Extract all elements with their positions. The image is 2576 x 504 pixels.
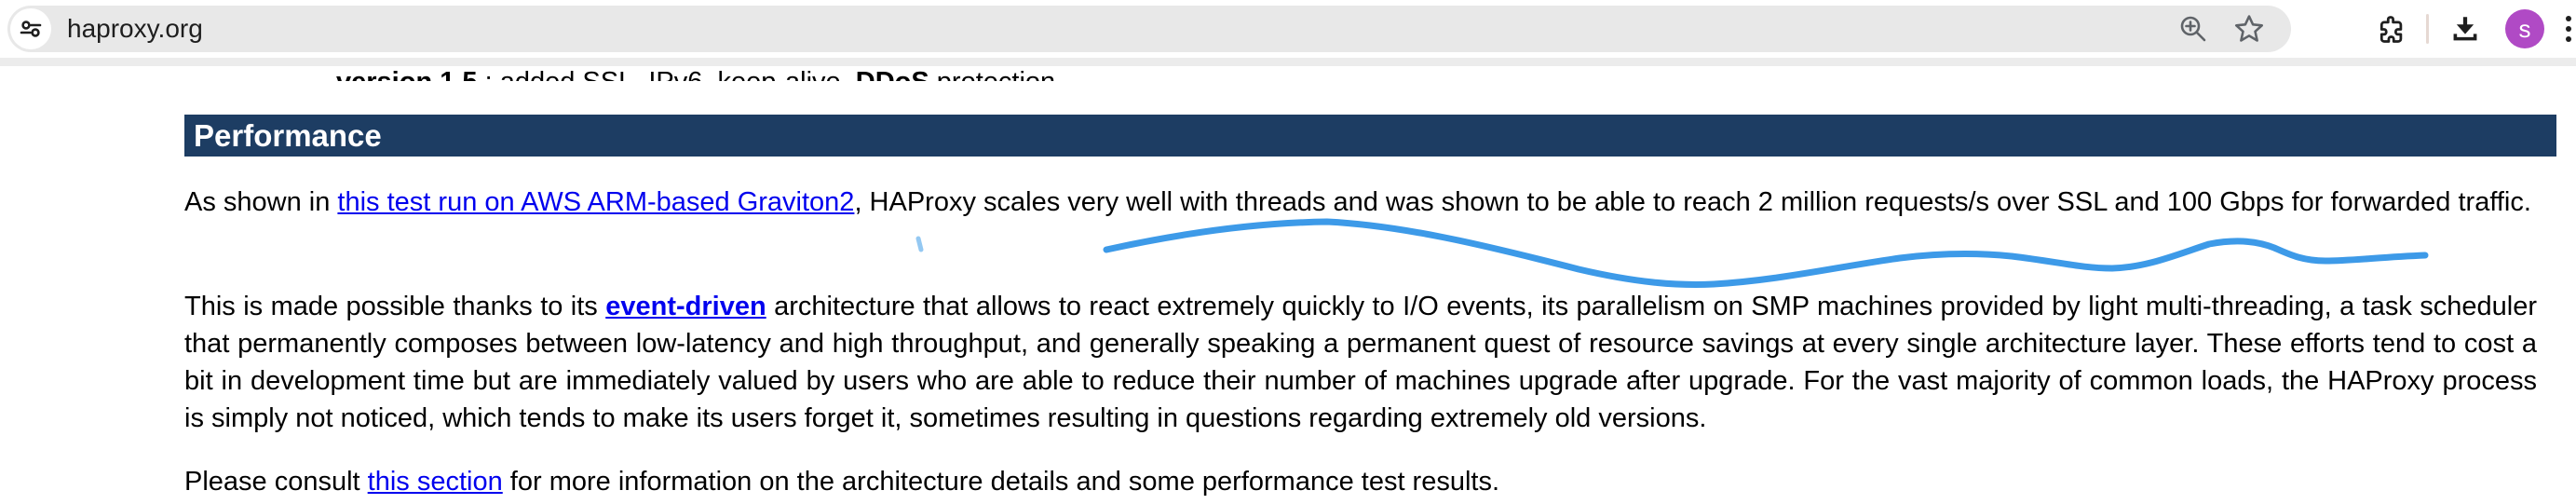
performance-heading: Performance (184, 115, 2556, 157)
clipped-version-bold: version 1.5 (336, 67, 478, 81)
paragraph-architecture: This is made possible thanks to its even… (184, 292, 2537, 433)
avatar-letter: s (2518, 14, 2531, 43)
clipped-version-line: version 1.5 : added SSL, IPv6, keep-aliv… (336, 66, 1092, 81)
profile-avatar[interactable]: s (2505, 9, 2544, 48)
link-this-section[interactable]: this section (367, 467, 503, 497)
site-info-chip[interactable] (10, 8, 51, 49)
toolbar-actions: s (2376, 0, 2576, 58)
page-content: version 1.5 : added SSL, IPv6, keep-aliv… (0, 66, 2576, 504)
tune-icon (20, 20, 42, 37)
download-icon[interactable] (2449, 13, 2481, 45)
link-event-driven[interactable]: event-driven (605, 292, 766, 321)
paragraph-consult: Please consult this section for more inf… (184, 467, 1500, 497)
paragraph-graviton: As shown in this test run on AWS ARM-bas… (184, 187, 2531, 217)
browser-toolbar: haproxy.org (0, 0, 2576, 58)
toolbar-bottom-strip (0, 58, 2576, 66)
zoom-in-icon[interactable] (2177, 13, 2209, 45)
url-text[interactable]: haproxy.org (67, 14, 203, 43)
clipped-ddos-bold: DDoS (856, 67, 929, 81)
bookmark-star-icon[interactable] (2233, 13, 2265, 45)
extensions-icon[interactable] (2376, 13, 2407, 45)
link-graviton-test[interactable]: this test run on AWS ARM-based Graviton2 (337, 187, 855, 217)
menu-dots-icon[interactable] (2563, 11, 2574, 47)
address-bar[interactable]: haproxy.org (7, 6, 2291, 52)
toolbar-divider (2426, 14, 2429, 44)
